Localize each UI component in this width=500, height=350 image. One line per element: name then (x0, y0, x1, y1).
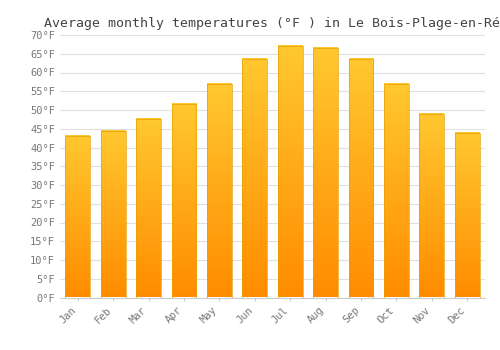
Bar (136, 119, 161, 298)
Bar (172, 104, 196, 298)
Bar (100, 131, 126, 298)
Bar (348, 60, 374, 298)
Bar (66, 136, 90, 298)
Bar (313, 48, 338, 298)
Bar (455, 133, 479, 298)
Bar (384, 84, 409, 298)
Title: Average monthly temperatures (°F ) in Le Bois-Plage-en-Ré: Average monthly temperatures (°F ) in Le… (44, 17, 500, 30)
Bar (278, 46, 302, 298)
Bar (242, 60, 267, 298)
Bar (207, 84, 232, 298)
Bar (420, 114, 444, 298)
